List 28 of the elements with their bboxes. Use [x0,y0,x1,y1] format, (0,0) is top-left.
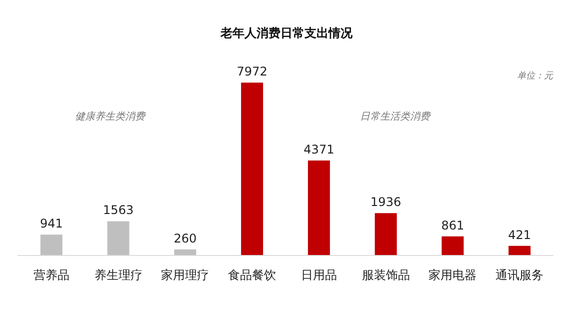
bar [308,160,330,255]
data-label: 4371 [304,142,334,156]
data-label: 7972 [236,64,268,79]
annotation: 健康养生类消费 [75,110,146,122]
data-label: 1563 [103,203,134,218]
chart-title: 老年人消费日常支出情况 [220,26,354,40]
x-tick-label: 家用电器 [428,268,477,282]
x-tick-label: 营养品 [33,268,70,282]
data-label: 1936 [370,195,402,210]
data-label: 421 [508,228,532,242]
x-tick-label: 家用理疗 [161,268,210,282]
annotation: 日常生活类消费 [360,110,431,122]
bar [374,213,397,255]
bar [40,234,62,255]
data-label: 861 [441,218,464,232]
data-label: 260 [174,231,197,246]
bar [174,249,196,255]
x-tick-label: 日用品 [300,268,337,282]
bar [508,246,531,255]
data-label: 941 [40,216,63,231]
bar [107,221,130,255]
x-tick-label: 通讯服务 [496,268,544,282]
x-tick-label: 服装饰品 [362,268,410,282]
x-tick-label: 养生理疗 [94,268,142,282]
x-tick-label: 食品餐饮 [228,268,276,282]
bar [241,82,264,255]
bar [442,236,464,255]
text: 单位：元 [517,70,554,82]
